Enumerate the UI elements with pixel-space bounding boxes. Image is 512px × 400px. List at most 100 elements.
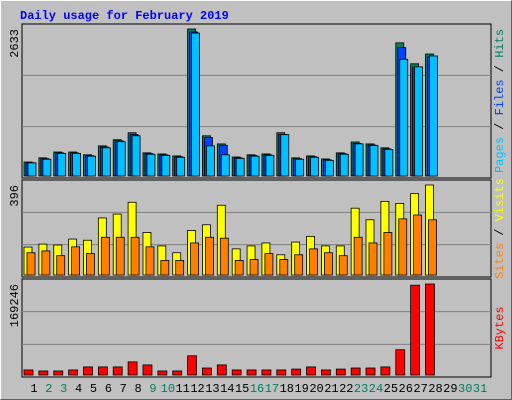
bar xyxy=(384,149,394,177)
x-tick-label: 26 xyxy=(399,382,413,396)
x-tick-label: 3 xyxy=(60,382,67,396)
x-tick-label: 19 xyxy=(294,382,308,396)
x-tick-label: 14 xyxy=(220,382,234,396)
y-tick-label: 396 xyxy=(8,185,22,207)
bar xyxy=(235,158,245,177)
bar xyxy=(291,368,302,376)
bar xyxy=(41,250,51,276)
bar xyxy=(250,155,260,177)
bar xyxy=(146,153,156,177)
bar xyxy=(365,367,376,376)
legend: Pages / Files / Hits xyxy=(493,29,507,173)
bar xyxy=(127,361,138,376)
bar xyxy=(26,252,36,276)
bar xyxy=(353,236,363,276)
bar xyxy=(53,370,64,376)
bar xyxy=(323,252,333,276)
bar xyxy=(339,153,349,177)
x-tick-label: 30 xyxy=(458,382,472,396)
bar xyxy=(145,246,155,276)
bar xyxy=(279,259,289,276)
x-tick-label: 1 xyxy=(30,382,37,396)
x-tick-label: 13 xyxy=(205,382,219,396)
bar xyxy=(38,370,49,376)
bar xyxy=(191,32,200,177)
bar xyxy=(320,369,331,376)
bar xyxy=(276,369,287,376)
bar xyxy=(294,254,304,276)
bar xyxy=(68,369,79,376)
x-tick-label: 8 xyxy=(134,382,141,396)
legend: Sites / Visits xyxy=(493,178,507,279)
x-tick-label: 23 xyxy=(354,382,368,396)
bar xyxy=(414,66,424,177)
bar xyxy=(368,242,378,276)
x-tick-label: 28 xyxy=(428,382,442,396)
bar xyxy=(57,152,67,177)
bar xyxy=(176,156,186,177)
bar xyxy=(86,253,95,276)
bar xyxy=(261,369,272,376)
x-tick-label: 24 xyxy=(369,382,383,396)
x-tick-label: 5 xyxy=(90,382,97,396)
bar xyxy=(234,260,244,276)
x-tick-label: 15 xyxy=(235,382,249,396)
bar xyxy=(157,370,168,376)
x-tick-label: 16 xyxy=(250,382,264,396)
bar xyxy=(249,259,259,276)
bar xyxy=(112,366,123,376)
x-tick-label: 17 xyxy=(265,382,279,396)
bar xyxy=(295,158,305,177)
legend-entry: Visits xyxy=(493,178,507,221)
x-tick-label: 2 xyxy=(45,382,52,396)
bar xyxy=(425,283,435,376)
bar xyxy=(87,155,96,177)
bar xyxy=(175,260,185,276)
bar xyxy=(428,219,437,276)
x-tick-label: 27 xyxy=(413,382,427,396)
legend: KBytes xyxy=(493,306,507,349)
bar xyxy=(219,237,229,276)
bar xyxy=(265,154,275,177)
bar xyxy=(160,260,170,276)
y-tick-label: 2633 xyxy=(8,29,22,58)
x-tick-label: 6 xyxy=(105,382,112,396)
bar xyxy=(172,370,183,376)
bar xyxy=(354,143,364,177)
bar xyxy=(398,218,408,276)
x-tick-label: 7 xyxy=(120,382,127,396)
bar xyxy=(101,147,111,177)
x-tick-label: 29 xyxy=(443,382,457,396)
x-tick-label: 10 xyxy=(161,382,175,396)
bar xyxy=(42,158,52,177)
chart-title: Daily usage for February 2019 xyxy=(20,9,229,23)
bar xyxy=(116,141,126,177)
bar xyxy=(410,284,421,376)
bar xyxy=(130,236,140,276)
bar xyxy=(413,214,423,276)
x-tick-label: 9 xyxy=(149,382,156,396)
legend-entry: KBytes xyxy=(493,306,507,349)
x-tick-label: 11 xyxy=(175,382,189,396)
bar xyxy=(369,145,379,177)
bar xyxy=(72,152,82,177)
bar xyxy=(56,255,66,276)
bar xyxy=(83,366,93,376)
bar xyxy=(395,349,406,376)
x-tick-label: 4 xyxy=(75,382,82,396)
bar xyxy=(264,253,274,276)
bar xyxy=(310,156,319,177)
legend-entry: Sites xyxy=(493,243,507,279)
bar xyxy=(280,134,290,177)
legend-separator: / xyxy=(493,58,507,80)
bar xyxy=(142,364,153,376)
bar xyxy=(309,248,318,276)
x-tick-label: 12 xyxy=(190,382,204,396)
bar xyxy=(71,246,81,276)
legend-separator: / xyxy=(493,115,507,137)
x-tick-label: 21 xyxy=(324,382,338,396)
bar xyxy=(324,159,334,177)
bar xyxy=(187,355,197,376)
